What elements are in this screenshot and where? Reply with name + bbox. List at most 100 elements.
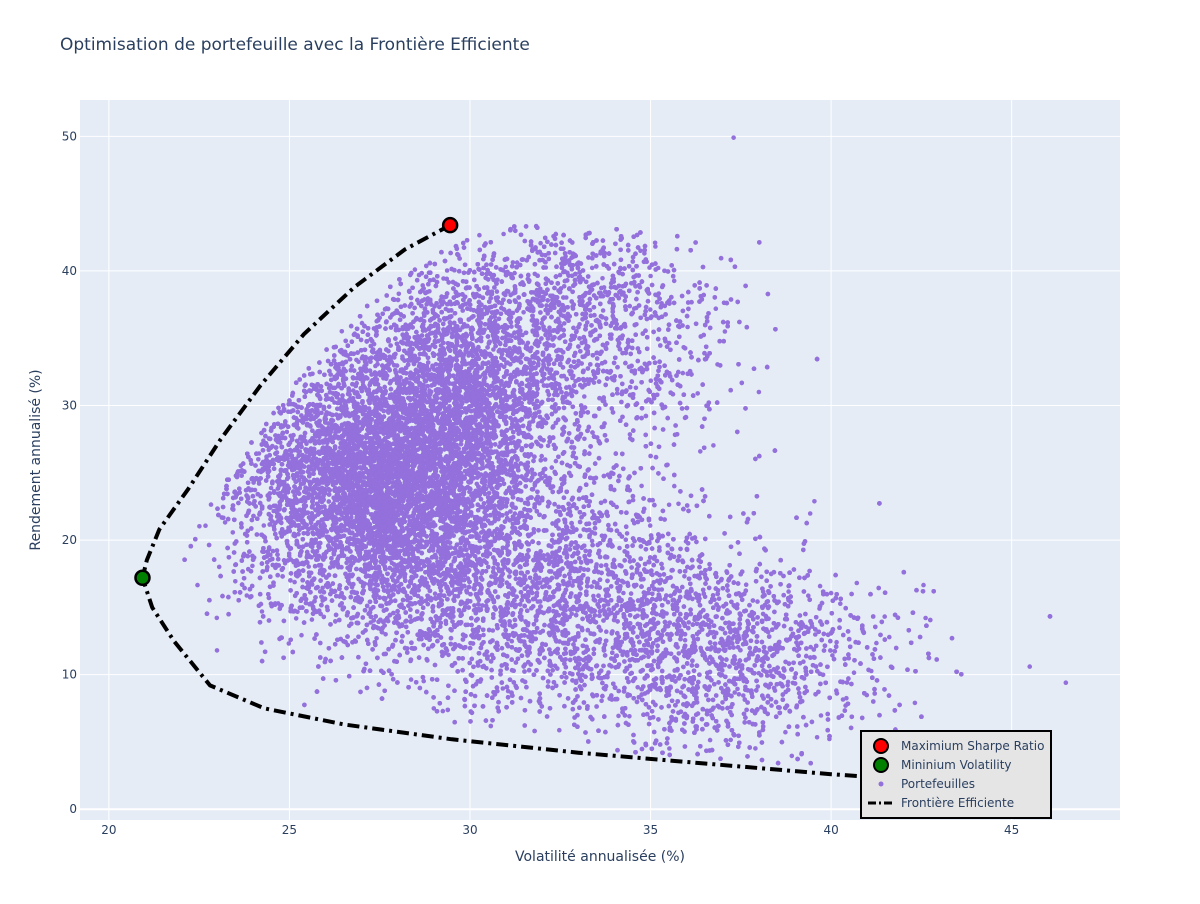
portfolio-point bbox=[501, 232, 506, 237]
portfolio-point bbox=[708, 738, 713, 743]
portfolio-point bbox=[725, 571, 730, 576]
portfolio-point bbox=[648, 274, 653, 279]
portfolio-point bbox=[397, 292, 402, 297]
portfolio-point bbox=[667, 746, 672, 751]
portfolio-point bbox=[808, 511, 813, 516]
portfolio-point bbox=[676, 502, 681, 507]
portfolio-point bbox=[921, 583, 926, 588]
portfolio-point bbox=[521, 310, 526, 315]
portfolio-point bbox=[682, 574, 687, 579]
chart-title: Optimisation de portefeuille avec la Fro… bbox=[60, 35, 530, 55]
portfolio-point bbox=[812, 499, 817, 504]
portfolio-point bbox=[292, 580, 297, 585]
portfolio-point bbox=[683, 638, 688, 643]
portfolio-point bbox=[711, 443, 716, 448]
portfolio-point bbox=[623, 299, 628, 304]
portfolio-point bbox=[635, 685, 640, 690]
portfolio-point bbox=[477, 233, 482, 238]
x-tick-label: 35 bbox=[643, 823, 658, 837]
portfolio-point bbox=[617, 546, 622, 551]
portfolio-point bbox=[209, 502, 214, 507]
portfolio-point bbox=[256, 457, 261, 462]
x-tick-label: 25 bbox=[282, 823, 297, 837]
portfolio-point bbox=[616, 714, 621, 719]
portfolio-point bbox=[539, 454, 544, 459]
portfolio-point bbox=[590, 266, 595, 271]
portfolio-point bbox=[714, 306, 719, 311]
portfolio-point bbox=[473, 694, 478, 699]
portfolio-point bbox=[558, 273, 563, 278]
portfolio-point bbox=[887, 635, 892, 640]
portfolio-point bbox=[677, 651, 682, 656]
portfolio-point bbox=[250, 564, 255, 569]
portfolio-point bbox=[217, 565, 222, 570]
portfolio-point bbox=[649, 378, 654, 383]
portfolio-point bbox=[271, 549, 276, 554]
portfolio-point bbox=[815, 735, 820, 740]
portfolio-point bbox=[262, 523, 267, 528]
portfolio-point bbox=[720, 700, 725, 705]
x-tick-label: 30 bbox=[462, 823, 477, 837]
portfolio-point bbox=[783, 730, 788, 735]
portfolio-point bbox=[495, 289, 500, 294]
portfolio-point bbox=[798, 661, 803, 666]
portfolio-point bbox=[511, 260, 516, 265]
portfolio-point bbox=[547, 325, 552, 330]
portfolio-point bbox=[634, 386, 639, 391]
portfolio-point bbox=[569, 612, 574, 617]
portfolio-point bbox=[306, 564, 311, 569]
portfolio-point bbox=[310, 617, 315, 622]
portfolio-point bbox=[582, 394, 587, 399]
portfolio-point bbox=[838, 601, 843, 606]
portfolio-point bbox=[834, 640, 839, 645]
portfolio-point bbox=[735, 687, 740, 692]
portfolio-point bbox=[532, 527, 537, 532]
portfolio-point bbox=[806, 593, 811, 598]
portfolio-point bbox=[717, 596, 722, 601]
portfolio-point bbox=[628, 432, 633, 437]
portfolio-point bbox=[829, 591, 834, 596]
portfolio-point bbox=[629, 591, 634, 596]
portfolio-point bbox=[818, 584, 823, 589]
portfolio-point bbox=[698, 449, 703, 454]
portfolio-point bbox=[786, 589, 791, 594]
portfolio-point bbox=[753, 746, 758, 751]
portfolio-point bbox=[624, 537, 629, 542]
portfolio-point bbox=[215, 648, 220, 653]
portfolio-point bbox=[592, 480, 597, 485]
x-tick-label: 40 bbox=[823, 823, 838, 837]
portfolio-point bbox=[628, 304, 633, 309]
portfolio-point bbox=[681, 371, 686, 376]
y-tick-label: 40 bbox=[62, 264, 77, 278]
portfolio-point bbox=[538, 241, 543, 246]
portfolio-point bbox=[882, 614, 887, 619]
portfolio-point bbox=[625, 531, 630, 536]
y-tick-label: 30 bbox=[62, 398, 77, 412]
portfolio-point bbox=[913, 701, 918, 706]
portfolio-point bbox=[590, 539, 595, 544]
portfolio-point bbox=[554, 459, 559, 464]
portfolio-point bbox=[819, 713, 824, 718]
portfolio-point bbox=[621, 591, 626, 596]
portfolio-point bbox=[600, 276, 605, 281]
portfolio-point bbox=[755, 599, 760, 604]
portfolio-point bbox=[197, 524, 202, 529]
portfolio-point bbox=[340, 329, 345, 334]
portfolio-point bbox=[686, 620, 691, 625]
portfolio-point bbox=[557, 728, 562, 733]
portfolio-point bbox=[562, 321, 567, 326]
portfolio-point bbox=[667, 503, 672, 508]
portfolio-point bbox=[648, 523, 653, 528]
portfolio-point bbox=[601, 308, 606, 313]
portfolio-point bbox=[741, 693, 746, 698]
portfolio-point bbox=[639, 484, 644, 489]
portfolio-point bbox=[294, 616, 299, 621]
portfolio-point bbox=[852, 670, 857, 675]
portfolio-point bbox=[672, 279, 677, 284]
y-tick-label: 20 bbox=[62, 533, 77, 547]
portfolio-point bbox=[195, 583, 200, 588]
y-tick-label: 10 bbox=[62, 668, 77, 682]
